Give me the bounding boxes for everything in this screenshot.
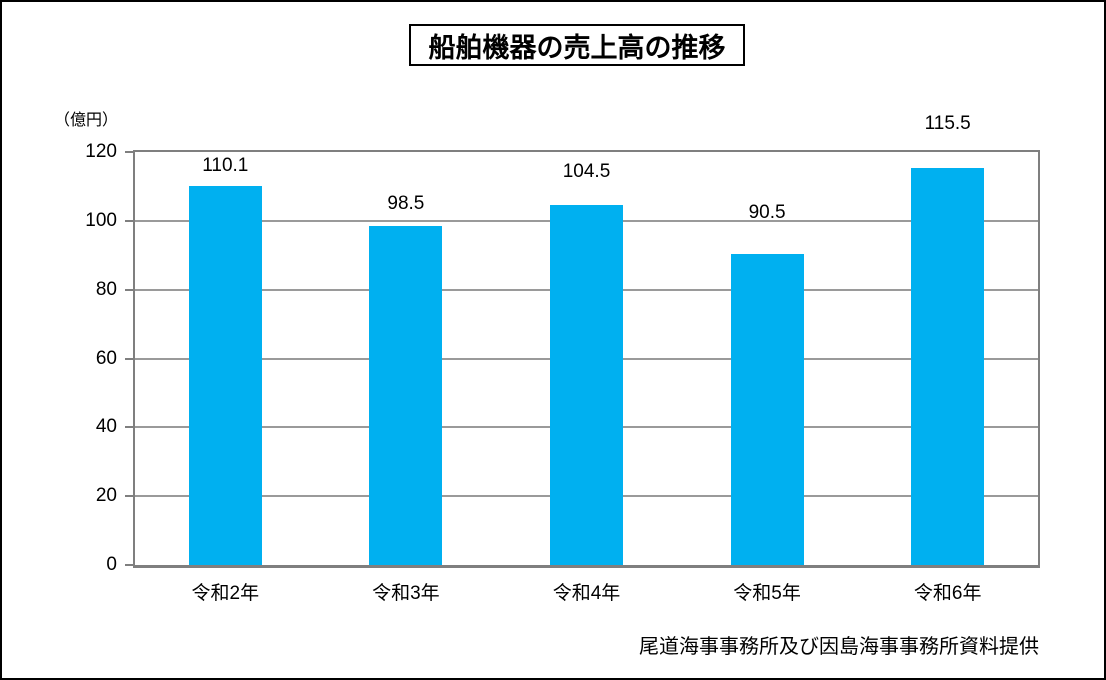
y-axis-tick-label: 0 [106, 554, 117, 575]
y-axis-tick-label: 40 [95, 416, 117, 438]
bar-value-label: 110.1 [202, 155, 249, 177]
bar-value-label: 104.5 [562, 161, 611, 183]
chart-title: 船舶機器の売上高の推移 [428, 32, 726, 63]
bar-令和3年 [369, 226, 443, 565]
bar-令和2年 [188, 186, 262, 565]
y-axis-tick-label: 20 [95, 485, 117, 507]
x-axis-label: 令和6年 [913, 583, 982, 604]
bar-令和6年 [911, 167, 985, 565]
y-axis-tick [125, 357, 133, 360]
y-axis-tick-label: 100 [85, 209, 117, 231]
y-axis-tick-label: 80 [95, 278, 117, 300]
x-axis-label: 令和2年 [191, 583, 260, 604]
x-axis-label: 令和4年 [552, 583, 621, 604]
y-axis-tick-label: 60 [95, 347, 117, 369]
y-axis-unit-label: （億円） [54, 112, 119, 129]
y-axis-tick [125, 564, 133, 566]
plot-area [133, 150, 1040, 568]
y-axis-tick [125, 426, 133, 429]
bar-value-label: 90.5 [748, 201, 786, 223]
bar-value-label: 115.5 [924, 113, 971, 135]
bar-令和4年 [550, 205, 623, 565]
chart-title-box: 船舶機器の売上高の推移 [409, 24, 745, 66]
bar-令和5年 [730, 253, 804, 565]
y-axis-tick-label: 120 [85, 141, 117, 162]
bar-value-label: 98.5 [387, 192, 425, 214]
x-axis-label: 令和5年 [733, 583, 801, 604]
y-axis-tick [125, 288, 133, 291]
y-axis-tick [125, 495, 133, 498]
x-axis-label: 令和3年 [372, 583, 440, 604]
y-axis-tick [125, 151, 133, 153]
source-note: 尾道海事事務所及び因島海事事務所資料提供 [639, 636, 1039, 658]
y-axis-tick [125, 219, 133, 222]
